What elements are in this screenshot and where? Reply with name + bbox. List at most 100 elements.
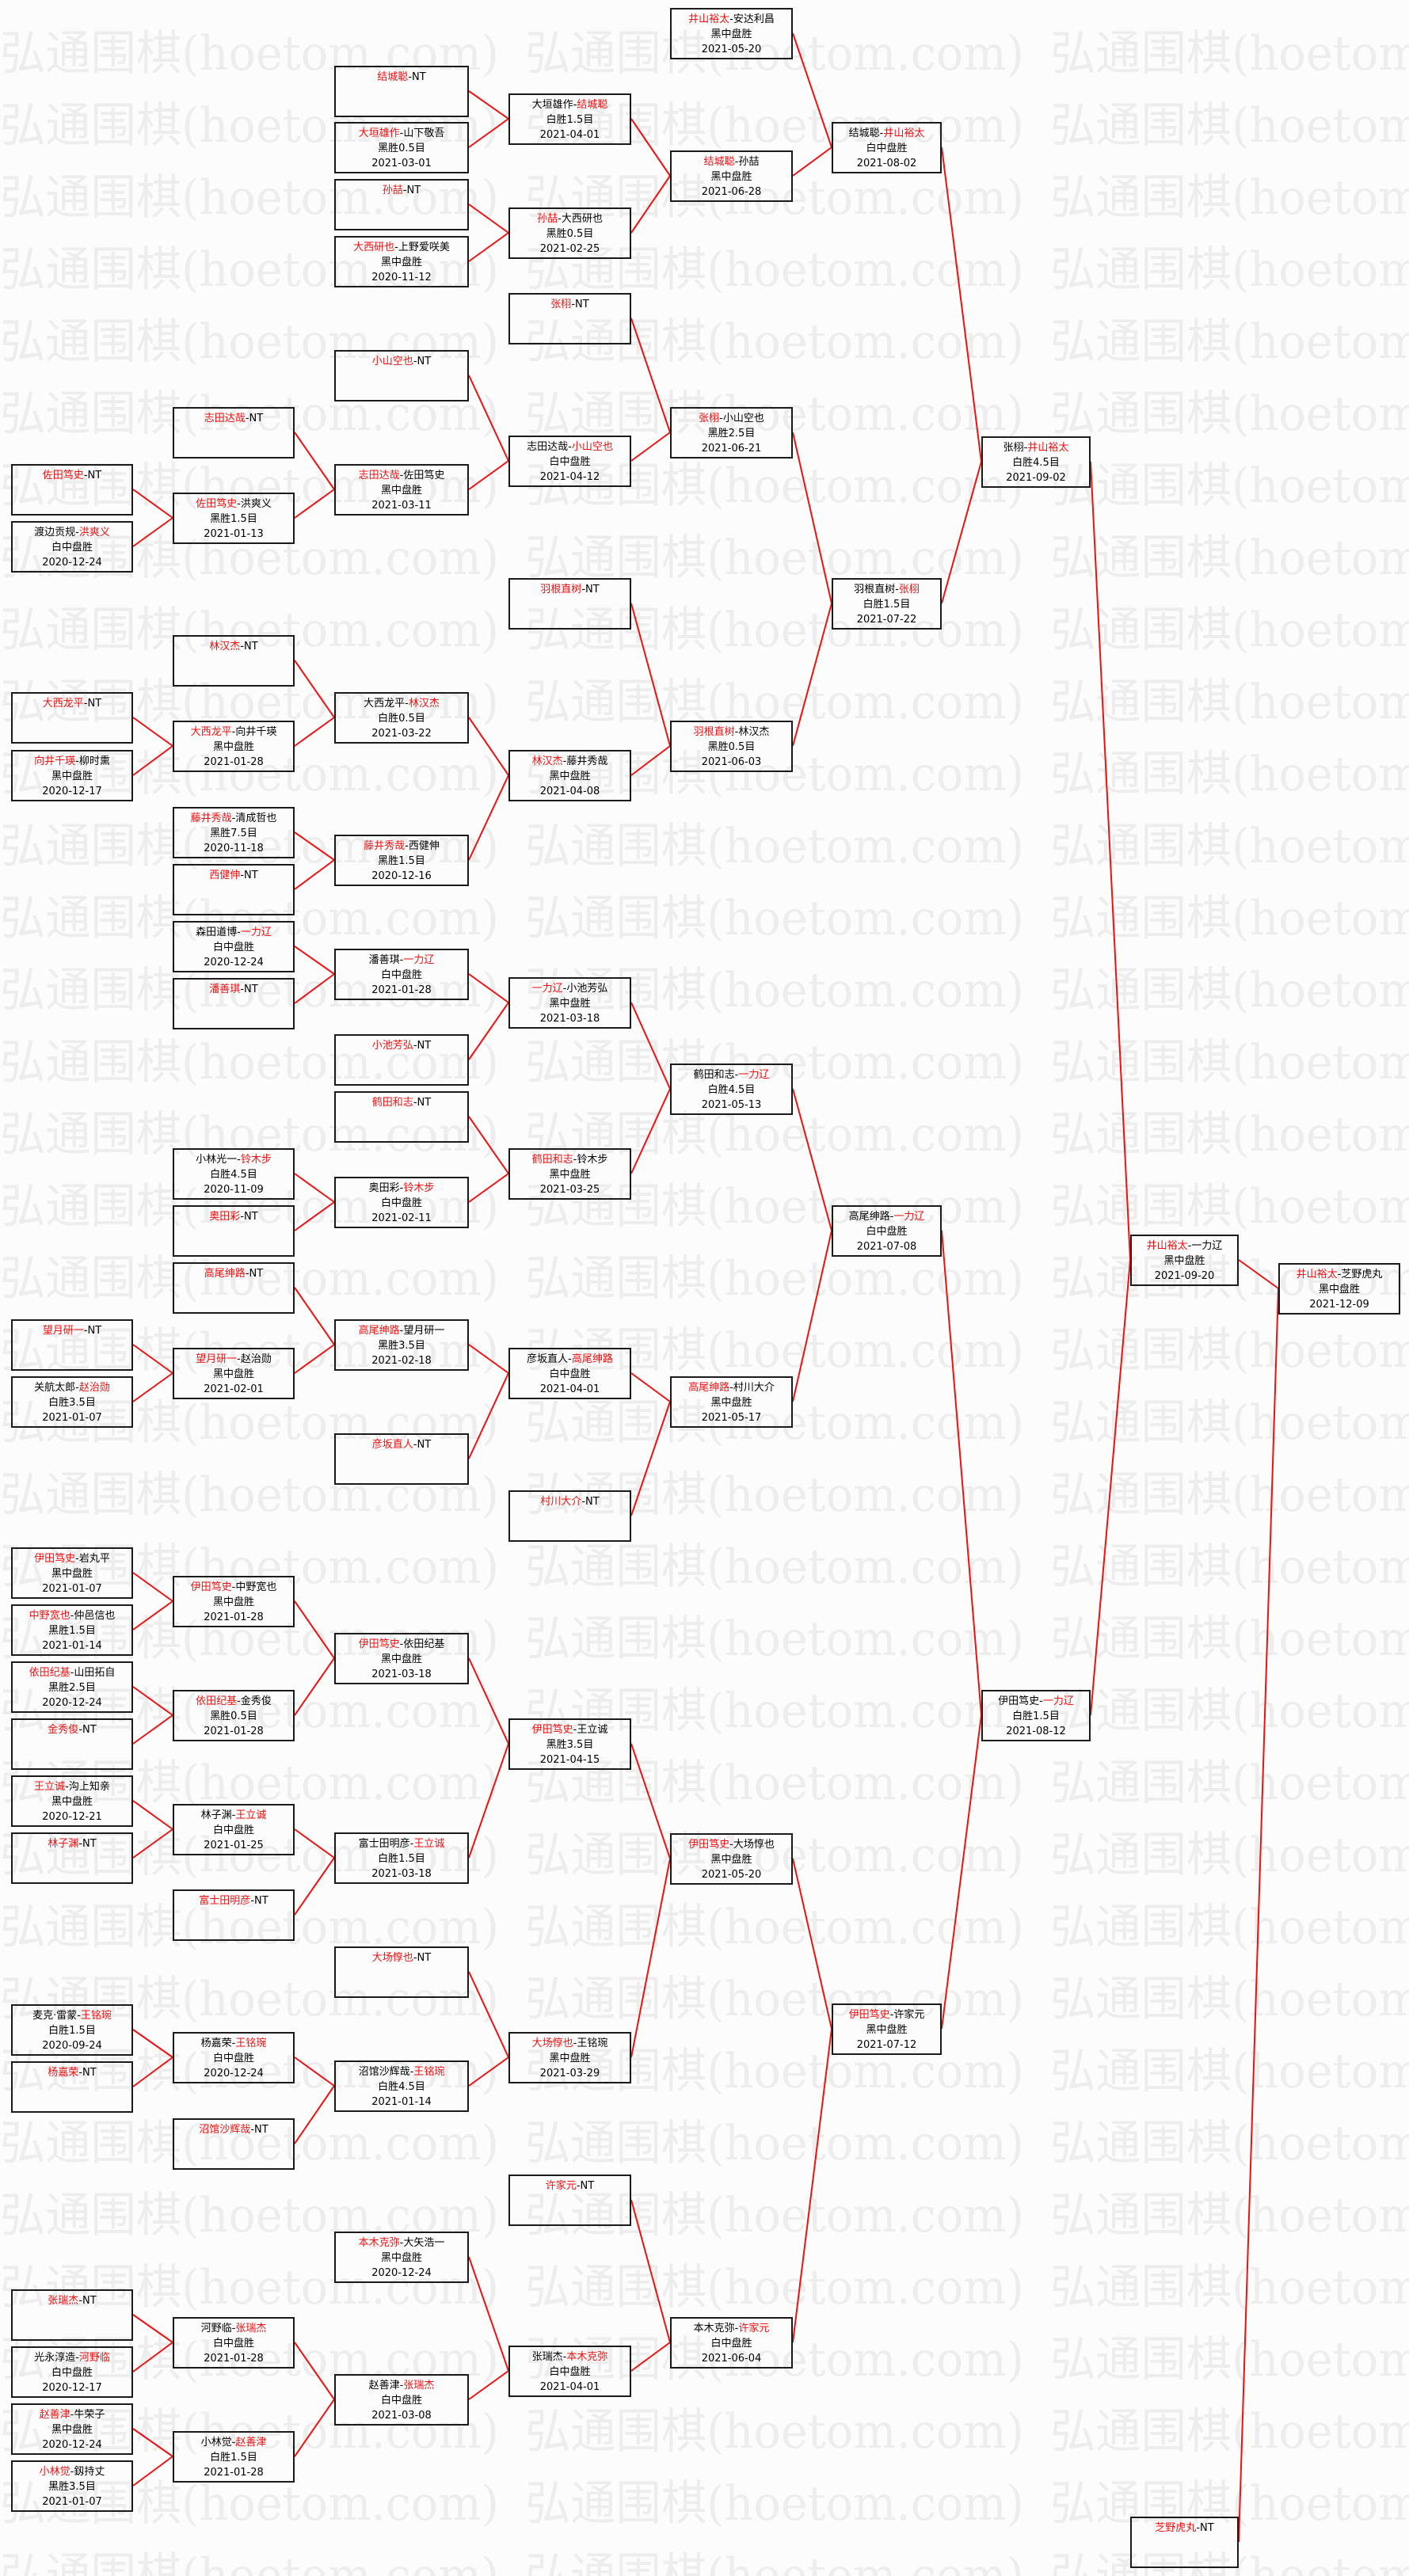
match-box[interactable]: 井山裕太-安达利昌 黑中盘胜 2021-05-20 [670, 8, 793, 59]
bye-match-box[interactable]: 潘善琪-NT [173, 978, 295, 1029]
match-box[interactable]: 大西龙平-向井千瑛 黑中盘胜 2021-01-28 [173, 721, 295, 772]
player-separator: - [734, 726, 739, 738]
match-box[interactable]: 中野宽也-仲邑信也 黑胜1.5目 2021-01-14 [11, 1604, 133, 1656]
match-box[interactable]: 赵善津-牛荣子 黑中盘胜 2020-12-24 [11, 2403, 133, 2455]
match-box[interactable]: 伊田笃史-依田纪基 黑中盘胜 2021-03-18 [334, 1633, 469, 1684]
match-box[interactable]: 林汉杰-藤井秀哉 黑中盘胜 2021-04-08 [508, 750, 631, 801]
bye-match-box[interactable]: 林汉杰-NT [173, 635, 295, 687]
match-box[interactable]: 高尾绅路-一力辽 白中盘胜 2021-07-08 [832, 1205, 942, 1257]
match-box[interactable]: 伊田笃史-许家元 黑中盘胜 2021-07-12 [832, 2003, 942, 2055]
match-box[interactable]: 麦克·雷蒙-王铭琬 白胜1.5目 2020-09-24 [11, 2004, 133, 2056]
match-box[interactable]: 沼馆沙辉哉-王铭琬 白胜4.5目 2021-01-14 [334, 2060, 469, 2112]
match-result: 白中盘胜 [866, 143, 908, 154]
match-box[interactable]: 志田达哉-小山空也 白中盘胜 2021-04-12 [508, 436, 631, 487]
match-box[interactable]: 王立诚-沟上知亲 黑中盘胜 2020-12-21 [11, 1775, 133, 1827]
bye-match-box[interactable]: 高尾绅路-NT [173, 1262, 295, 1314]
match-box[interactable]: 伊田笃史-一力辽 白胜1.5目 2021-08-12 [981, 1690, 1091, 1741]
bye-match-box[interactable]: 张瑞杰-NT [11, 2289, 133, 2341]
match-box[interactable]: 伊田笃史-岩丸平 黑中盘胜 2021-01-07 [11, 1547, 133, 1599]
bye-match-box[interactable]: 鹤田和志-NT [334, 1091, 469, 1143]
player-black: 富士田明彦 [358, 1838, 410, 1850]
match-box[interactable]: 彦坂直人-高尾绅路 白中盘胜 2021-04-01 [508, 1348, 631, 1399]
bye-match-box[interactable]: 富士田明彦-NT [173, 1889, 295, 1941]
match-box[interactable]: 依田纪基-金秀俊 黑胜0.5目 2021-01-28 [173, 1690, 295, 1741]
match-box[interactable]: 大西研也-上野爱咲美 黑中盘胜 2020-11-12 [334, 236, 469, 287]
bye-match-box[interactable]: 西健伸-NT [173, 864, 295, 915]
match-box[interactable]: 结城聪-井山裕太 白中盘胜 2021-08-02 [832, 122, 942, 173]
match-box[interactable]: 光永淳造-河野临 白中盘胜 2020-12-17 [11, 2346, 133, 2398]
match-box[interactable]: 结城聪-孙喆 黑中盘胜 2021-06-28 [670, 150, 793, 202]
match-box[interactable]: 大垣雄作-山下敬吾 黑胜0.5目 2021-03-01 [334, 122, 469, 173]
match-box[interactable]: 一力辽-小池芳弘 黑中盘胜 2021-03-18 [508, 977, 631, 1029]
bye-match-box[interactable]: 村川大介-NT [508, 1490, 631, 1542]
match-box[interactable]: 伊田笃史-王立诚 黑胜3.5目 2021-04-15 [508, 1718, 631, 1770]
match-box[interactable]: 鹤田和志-铃木步 黑中盘胜 2021-03-25 [508, 1148, 631, 1200]
match-box[interactable]: 藤井秀哉-西健伸 黑胜1.5目 2020-12-16 [334, 835, 469, 886]
bye-match-box[interactable]: 林子渊-NT [11, 1832, 133, 1884]
match-box[interactable]: 河野临-张瑞杰 白中盘胜 2021-01-28 [173, 2317, 295, 2369]
match-box[interactable]: 小林觉-釼持丈 黑胜3.5目 2021-01-07 [11, 2460, 133, 2512]
match-box[interactable]: 小林光一-铃木步 白胜4.5目 2020-11-09 [173, 1148, 295, 1200]
match-box[interactable]: 羽根直树-张栩 白胜1.5目 2021-07-22 [832, 578, 942, 630]
bye-match-box[interactable]: 许家元-NT [508, 2175, 631, 2226]
bye-match-box[interactable]: 彦坂直人-NT [334, 1433, 469, 1485]
match-box[interactable]: 潘善琪-一力辽 白中盘胜 2021-01-28 [334, 949, 469, 1000]
match-box[interactable]: 富士田明彦-王立诚 白胜1.5目 2021-03-18 [334, 1832, 469, 1884]
bye-match-box[interactable]: 杨嘉荣-NT [11, 2061, 133, 2113]
bye-match-box[interactable]: 小山空也-NT [334, 350, 469, 401]
match-box[interactable]: 赵善津-张瑞杰 白中盘胜 2021-03-08 [334, 2374, 469, 2426]
match-box[interactable]: 望月研一-赵治勋 黑中盘胜 2021-02-01 [173, 1348, 295, 1399]
bye-match-box[interactable]: 奥田彩-NT [173, 1205, 295, 1257]
bye-match-box[interactable]: 沼馆沙辉哉-NT [173, 2118, 295, 2170]
match-result: 黑胜3.5目 [546, 1739, 594, 1751]
match-box[interactable]: 奥田彩-铃木步 白中盘胜 2021-02-11 [334, 1177, 469, 1228]
bye-match-box[interactable]: 张栩-NT [508, 293, 631, 344]
match-box[interactable]: 高尾绅路-村川大介 黑中盘胜 2021-05-17 [670, 1376, 793, 1428]
match-box[interactable]: 孙喆-大西研也 黑胜0.5目 2021-02-25 [508, 207, 631, 259]
player-white: 许家元 [893, 2009, 925, 2021]
no-opponent-label: NT [585, 584, 600, 595]
match-players: 张栩-小山空也 [672, 411, 791, 426]
match-box[interactable]: 森田道博-一力辽 白中盘胜 2020-12-24 [173, 921, 295, 972]
match-box[interactable]: 伊田笃史-中野宽也 黑中盘胜 2021-01-28 [173, 1576, 295, 1627]
bracket-connector-line [468, 973, 509, 1003]
bye-match-box[interactable]: 孙喆-NT [334, 179, 469, 230]
match-box[interactable]: 张栩-小山空也 黑胜2.5目 2021-06-21 [670, 407, 793, 459]
match-box[interactable]: 伊田笃史-大场惇也 黑中盘胜 2021-05-20 [670, 1833, 793, 1885]
match-box[interactable]: 本木克弥-大矢浩一 黑中盘胜 2020-12-24 [334, 2232, 469, 2283]
match-box[interactable]: 大西龙平-林汉杰 白胜0.5目 2021-03-22 [334, 692, 469, 744]
bye-match-box[interactable]: 望月研一-NT [11, 1319, 133, 1371]
match-box[interactable]: 本木克弥-许家元 白中盘胜 2021-06-04 [670, 2317, 793, 2369]
match-box[interactable]: 藤井秀哉-清成哲也 黑胜7.5目 2020-11-18 [173, 807, 295, 858]
match-box[interactable]: 向井千瑛-柳时熏 黑中盘胜 2020-12-17 [11, 750, 133, 801]
bye-match-box[interactable]: 金秀俊-NT [11, 1718, 133, 1770]
match-box[interactable]: 志田达哉-佐田笃史 黑中盘胜 2021-03-11 [334, 464, 469, 516]
match-box[interactable]: 张栩-井山裕太 白胜4.5目 2021-09-02 [981, 436, 1091, 488]
bye-match-box[interactable]: 佐田笃史-NT [11, 464, 133, 516]
match-box[interactable]: 羽根直树-林汉杰 黑胜0.5目 2021-06-03 [670, 721, 793, 772]
match-box[interactable]: 依田纪基-山田拓自 黑胜2.5目 2020-12-24 [11, 1661, 133, 1713]
match-box[interactable]: 张瑞杰-本木克弥 白中盘胜 2021-04-01 [508, 2346, 631, 2397]
bye-match-box[interactable]: 结城聪-NT [334, 66, 469, 117]
match-box[interactable]: 井山裕太-一力辽 黑中盘胜 2021-09-20 [1130, 1235, 1239, 1286]
bye-match-box[interactable]: 小池芳弘-NT [334, 1034, 469, 1086]
player-separator: - [581, 584, 586, 595]
match-box[interactable]: 小林觉-赵善津 白胜1.5目 2021-01-28 [173, 2431, 295, 2483]
match-box[interactable]: 鹤田和志-一力辽 白胜4.5目 2021-05-13 [670, 1064, 793, 1115]
match-box[interactable]: 大垣雄作-结城聪 白胜1.5目 2021-04-01 [508, 93, 631, 145]
match-box[interactable]: 杨嘉荣-王铭琬 白中盘胜 2020-12-24 [173, 2032, 295, 2083]
match-box[interactable]: 井山裕太-芝野虎丸 黑中盘胜 2021-12-09 [1278, 1263, 1400, 1315]
bye-match-box[interactable]: 芝野虎丸-NT [1130, 2517, 1239, 2568]
bye-match-box[interactable]: 大西龙平-NT [11, 692, 133, 744]
player-black: 张栩 [550, 299, 572, 310]
bye-match-box[interactable]: 大场惇也-NT [334, 1946, 469, 1998]
match-box[interactable]: 佐田笃史-洪爽义 黑胜1.5目 2021-01-13 [173, 493, 295, 544]
bye-match-box[interactable]: 羽根直树-NT [508, 578, 631, 630]
bye-match-box[interactable]: 志田达哉-NT [173, 407, 295, 459]
match-box[interactable]: 林子渊-王立诚 白中盘胜 2021-01-25 [173, 1804, 295, 1855]
match-box[interactable]: 大场惇也-王铭琬 黑中盘胜 2021-03-29 [508, 2032, 631, 2083]
match-box[interactable]: 渡边贡规-洪爽义 白中盘胜 2020-12-24 [11, 521, 133, 573]
match-box[interactable]: 关航太郎-赵治勋 白胜3.5目 2021-01-07 [11, 1376, 133, 1428]
player-separator: - [895, 584, 899, 595]
match-box[interactable]: 高尾绅路-望月研一 黑胜3.5目 2021-02-18 [334, 1319, 469, 1371]
